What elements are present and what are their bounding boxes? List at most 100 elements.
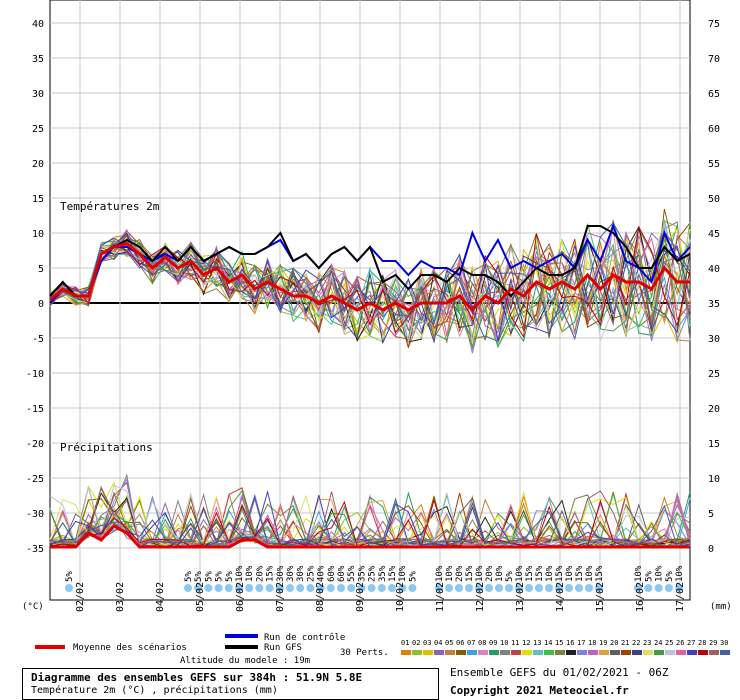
pert-precip-line — [49, 494, 691, 548]
pert-swatch — [720, 650, 730, 655]
pert-swatch — [533, 650, 543, 655]
snow-prob-label: 10% — [495, 565, 505, 582]
pert-swatch — [599, 650, 609, 655]
date-label: 09/02 — [355, 582, 366, 612]
pert-temp-line — [49, 237, 691, 341]
pert-number: 11 — [511, 639, 519, 647]
pert-swatch — [544, 650, 554, 655]
pert-temp-line — [49, 235, 691, 354]
pert-number: 22 — [632, 639, 640, 647]
snow-flake-marker — [565, 584, 573, 592]
left-tick-label: 40 — [32, 19, 44, 30]
pert-swatch — [445, 650, 455, 655]
snow-prob-label: 15% — [266, 565, 276, 582]
snow-prob-label: 5% — [644, 571, 654, 582]
pert-swatch — [643, 650, 653, 655]
snow-flake-marker — [475, 584, 483, 592]
pert-number: 27 — [687, 639, 695, 647]
right-tick-label: 5 — [708, 509, 714, 520]
snow-prob-label: 60% — [337, 565, 347, 582]
legend-gfs-label: Run GFS — [264, 643, 302, 653]
snow-prob-label: 15% — [555, 565, 565, 582]
date-label: 13/02 — [515, 582, 526, 612]
perturbation-legend: 01 02 03 04 05 06 07 08 09 10 11 12 13 14 15 16 17 18 19 20… — [401, 639, 730, 655]
snow-prob-label: 5% — [408, 571, 418, 582]
snow-flake-marker — [664, 584, 673, 592]
snow-flake-marker — [357, 584, 366, 592]
altitude-label: Altitude du modele : 19m — [180, 656, 310, 666]
snow-prob-label: 10% — [398, 565, 408, 582]
pert-number: 29 — [709, 639, 717, 647]
pert-number: 03 — [423, 639, 431, 647]
snow-flake-marker — [286, 584, 294, 592]
copyright-credit: Copyright 2021 Meteociel.fr — [450, 684, 629, 697]
snow-flake-marker — [555, 584, 563, 592]
snow-prob-label: 5% — [194, 571, 204, 582]
chart-subtitle: Température 2m (°C) , précipitations (mm… — [31, 685, 278, 696]
date-label: 04/02 — [155, 582, 166, 612]
pert-number: 20 — [610, 639, 618, 647]
right-tick-label: 10 — [708, 474, 720, 485]
left-axis-ticks: 40 35 30 25 20 15 10 5 0 -5 -10 -15 -20 -25 -30 -35 — [26, 19, 44, 555]
left-tick-label: -10 — [26, 369, 44, 380]
pert-swatch — [401, 650, 411, 655]
snow-prob-label: 40% — [317, 565, 327, 582]
pert-precip-line — [49, 493, 691, 548]
snow-prob-label: 5% — [505, 571, 515, 582]
snow-prob-label: 10% — [475, 565, 485, 582]
snow-prob-label: 15% — [465, 565, 475, 582]
left-tick-label: 25 — [32, 124, 44, 135]
snow-prob-label: 20% — [455, 565, 465, 582]
right-tick-label: 65 — [708, 89, 720, 100]
date-label: 03/02 — [115, 582, 126, 612]
snow-prob-label: 35% — [378, 565, 388, 582]
snow-flake-marker — [675, 584, 684, 592]
snow-flake-marker — [224, 584, 233, 592]
right-tick-label: 30 — [708, 334, 720, 345]
snow-prob-label: 15% — [388, 565, 398, 582]
date-label: 07/02 — [275, 582, 286, 612]
snow-prob-label: 25% — [368, 565, 378, 582]
snow-flake-marker — [515, 584, 523, 592]
legend-perts-label: 30 Perts. — [340, 648, 389, 658]
snow-flake-marker — [398, 584, 407, 592]
mean-precip-line — [50, 524, 690, 549]
snow-flake-marker — [265, 584, 274, 592]
pert-swatch — [665, 650, 675, 655]
snow-flake-marker — [184, 584, 192, 592]
pert-temp-line — [49, 227, 691, 334]
pert-number: 04 — [434, 639, 442, 647]
temperature-panel-label: Températures 2m — [60, 200, 160, 213]
pert-swatch — [566, 650, 576, 655]
snow-prob-label: 60% — [327, 565, 337, 582]
pert-number: 18 — [588, 639, 596, 647]
pert-precip-line — [49, 484, 691, 548]
pert-number: 05 — [445, 639, 453, 647]
snow-prob-label: 10% — [655, 565, 665, 582]
snow-flake-marker — [485, 584, 493, 592]
snow-prob-label: 5% — [65, 571, 75, 582]
right-unit-label: (mm) — [710, 602, 732, 612]
date-label: 12/02 — [475, 582, 486, 612]
pert-number: 15 — [555, 639, 563, 647]
mean-temp-line — [49, 241, 690, 313]
snow-prob-label: 10% — [545, 565, 555, 582]
date-label: 16/02 — [635, 582, 646, 612]
pert-number: 06 — [456, 639, 464, 647]
snow-flake-marker — [595, 584, 603, 592]
pert-precip-line — [49, 503, 691, 548]
snow-flake-marker — [367, 584, 376, 592]
snow-prob-label: 30% — [296, 565, 306, 582]
snow-flake-marker — [347, 584, 356, 592]
snow-flake-marker — [65, 584, 73, 592]
pert-swatch — [500, 650, 510, 655]
pert-precip-line — [49, 498, 691, 548]
left-tick-label: -25 — [26, 474, 44, 485]
left-tick-label: -35 — [26, 544, 44, 555]
pert-number: 09 — [489, 639, 497, 647]
pert-swatch — [654, 650, 664, 655]
left-tick-label: 0 — [38, 299, 44, 310]
snow-flake-marker — [505, 584, 513, 592]
pert-number: 25 — [665, 639, 673, 647]
x-axis-date-labels: 02/02 03/02 04/02 05/02 06/02 07/02 08/02 09/02… — [75, 582, 686, 612]
